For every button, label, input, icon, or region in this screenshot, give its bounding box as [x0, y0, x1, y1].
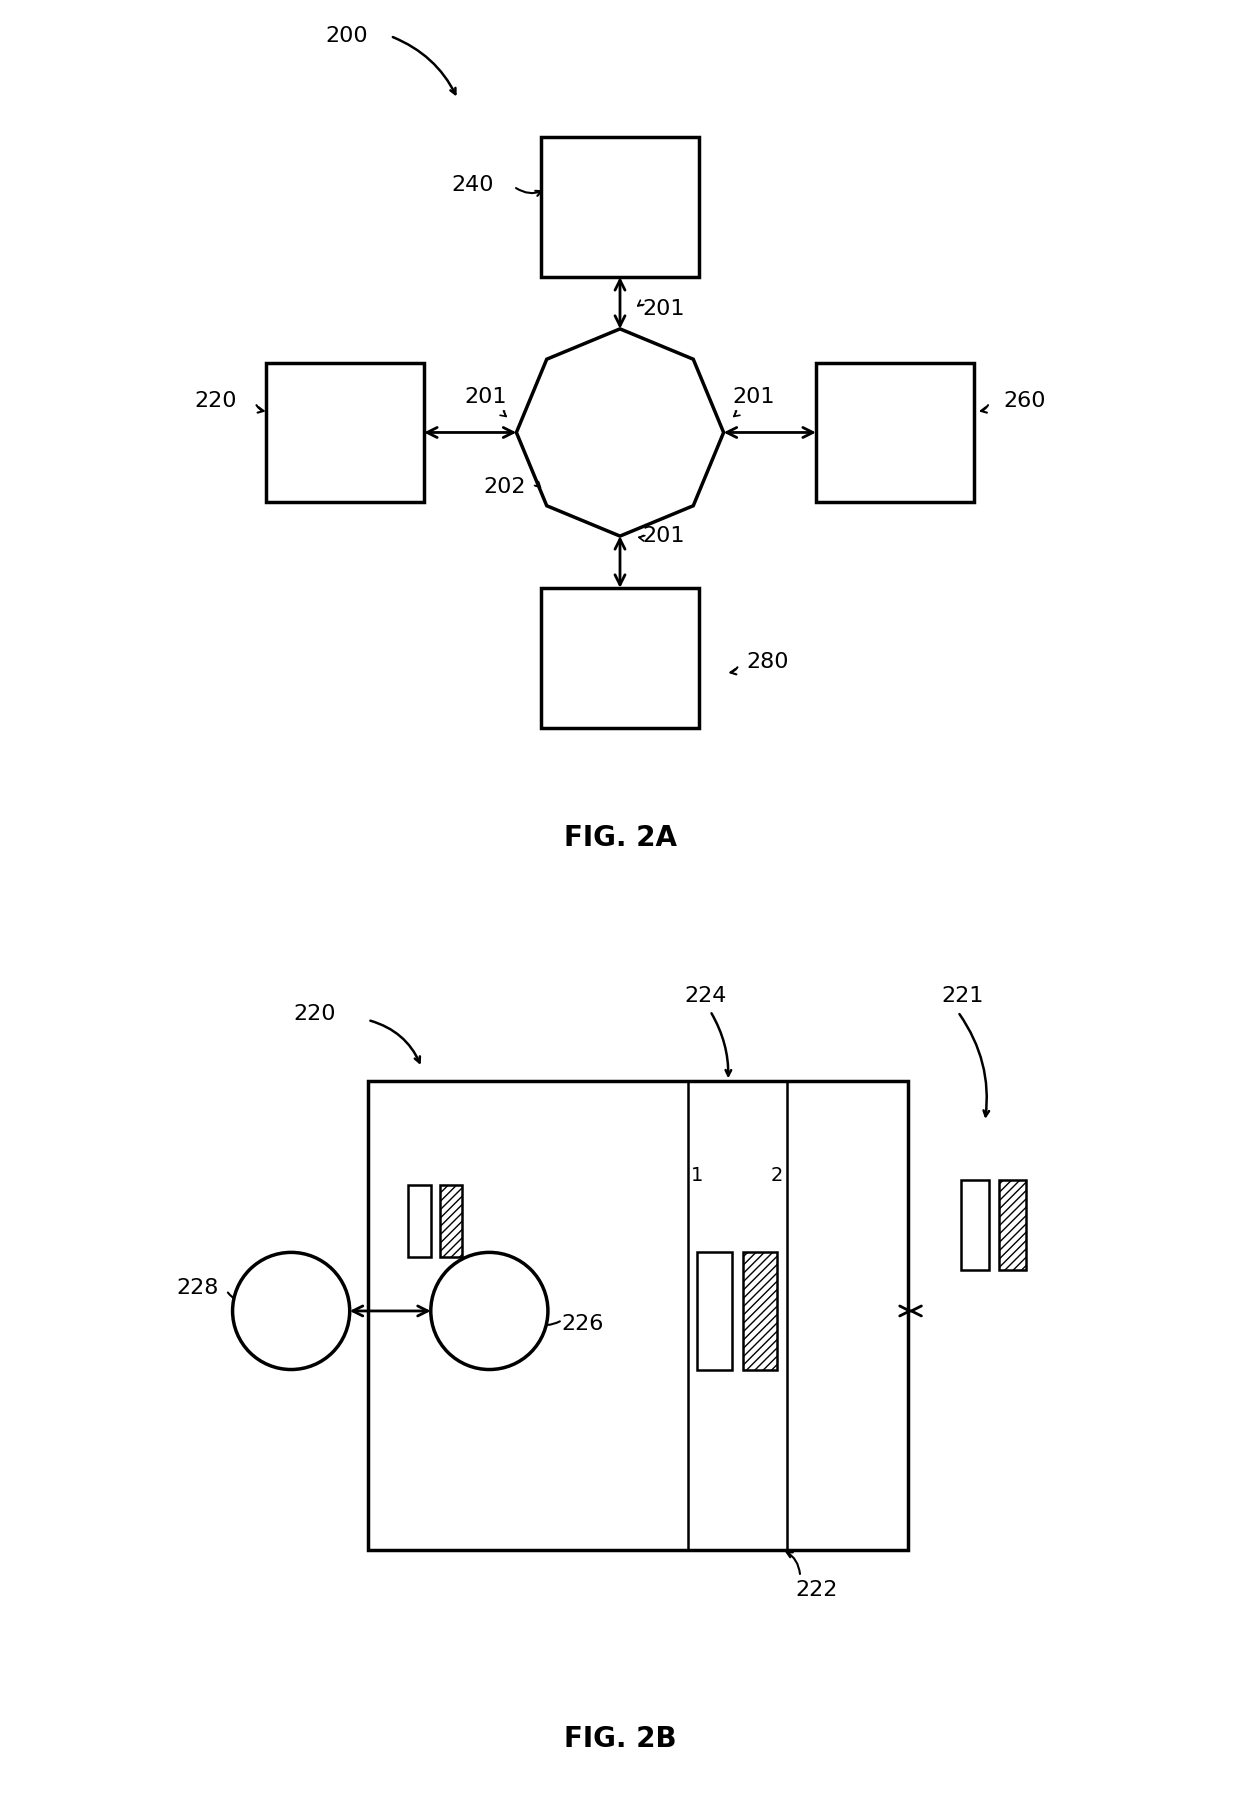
Text: 221: 221	[941, 986, 983, 1006]
FancyBboxPatch shape	[541, 137, 699, 278]
FancyBboxPatch shape	[368, 1081, 909, 1550]
FancyBboxPatch shape	[816, 362, 973, 503]
Text: 224: 224	[684, 986, 727, 1006]
FancyBboxPatch shape	[961, 1180, 988, 1270]
Text: FIG. 2A: FIG. 2A	[563, 824, 677, 852]
Polygon shape	[516, 328, 724, 537]
Text: 201: 201	[642, 526, 684, 546]
Text: FIG. 2B: FIG. 2B	[564, 1725, 676, 1753]
Text: 201: 201	[733, 387, 775, 407]
FancyBboxPatch shape	[541, 587, 699, 728]
Text: 240: 240	[451, 175, 494, 195]
Text: 260: 260	[1003, 391, 1045, 411]
Text: 228: 228	[176, 1278, 219, 1299]
FancyBboxPatch shape	[999, 1180, 1027, 1270]
Text: 1: 1	[691, 1166, 703, 1186]
FancyBboxPatch shape	[697, 1252, 732, 1370]
Text: 280: 280	[746, 652, 789, 672]
Text: 201: 201	[642, 299, 684, 319]
Text: 200: 200	[325, 25, 368, 47]
FancyBboxPatch shape	[440, 1186, 463, 1258]
FancyBboxPatch shape	[267, 362, 424, 503]
Circle shape	[233, 1252, 350, 1370]
Text: 202: 202	[484, 476, 526, 497]
Text: 201: 201	[465, 387, 507, 407]
Text: 220: 220	[195, 391, 237, 411]
Circle shape	[430, 1252, 548, 1370]
FancyBboxPatch shape	[408, 1186, 430, 1258]
FancyBboxPatch shape	[743, 1252, 776, 1370]
Text: 220: 220	[294, 1004, 336, 1024]
Text: 222: 222	[796, 1580, 838, 1600]
Text: 2: 2	[770, 1166, 782, 1186]
Text: 226: 226	[562, 1314, 604, 1335]
